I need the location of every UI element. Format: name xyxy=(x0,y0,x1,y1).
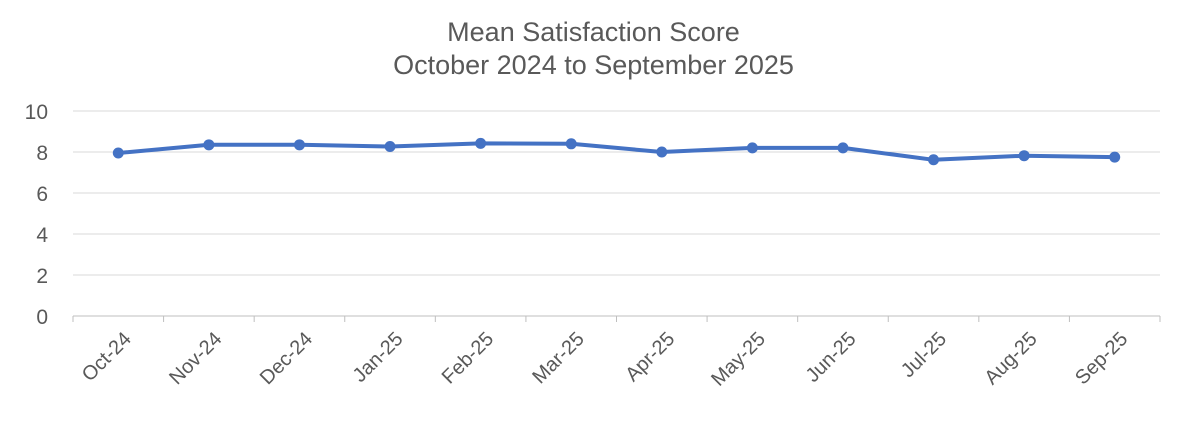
data-point xyxy=(656,146,668,158)
y-axis-ticks: 0 2 4 6 8 10 xyxy=(25,101,49,329)
data-point xyxy=(1109,151,1121,163)
x-tick-label: Jul-25 xyxy=(897,328,951,382)
data-point xyxy=(928,154,940,166)
chart-title-line1: Mean Satisfaction Score xyxy=(447,17,740,47)
y-tick-label: 8 xyxy=(36,142,48,165)
chart-title: Mean Satisfaction Score October 2024 to … xyxy=(0,16,1187,82)
x-tick-label: Nov-24 xyxy=(165,328,226,389)
x-tick-label: Jun-25 xyxy=(802,328,861,387)
data-point xyxy=(837,142,849,154)
x-tick-label: Apr-25 xyxy=(621,328,679,386)
y-tick-label: 2 xyxy=(36,265,48,288)
x-tick-label: Feb-25 xyxy=(438,328,498,388)
series-line-path xyxy=(116,141,1117,162)
gridlines xyxy=(73,110,1160,276)
x-tick-label: May-25 xyxy=(707,328,770,391)
y-tick-label: 0 xyxy=(36,306,48,329)
chart-subtitle: October 2024 to September 2025 xyxy=(393,50,794,80)
y-tick-label: 10 xyxy=(25,101,48,124)
series-line xyxy=(112,137,1121,166)
data-point xyxy=(475,137,487,149)
data-point xyxy=(1018,150,1030,162)
x-tick-label: Sep-25 xyxy=(1071,328,1132,389)
y-tick-label: 6 xyxy=(36,183,48,206)
data-point xyxy=(565,138,577,150)
data-point xyxy=(746,142,758,154)
x-tick-label: Jan-25 xyxy=(349,328,408,387)
y-tick-label: 4 xyxy=(36,224,48,247)
data-point xyxy=(112,147,124,159)
x-tick-label: Mar-25 xyxy=(528,328,588,388)
x-tick-label: Dec-24 xyxy=(256,328,317,389)
x-axis: Oct-24 Nov-24 Dec-24 Jan-25 Feb-25 Mar-25 Apr-… xyxy=(72,315,1161,391)
data-point xyxy=(293,139,305,151)
x-tick-label: Oct-24 xyxy=(78,328,136,386)
x-tick-label: Aug-25 xyxy=(980,328,1041,389)
data-point xyxy=(384,140,396,152)
data-point xyxy=(203,139,215,151)
